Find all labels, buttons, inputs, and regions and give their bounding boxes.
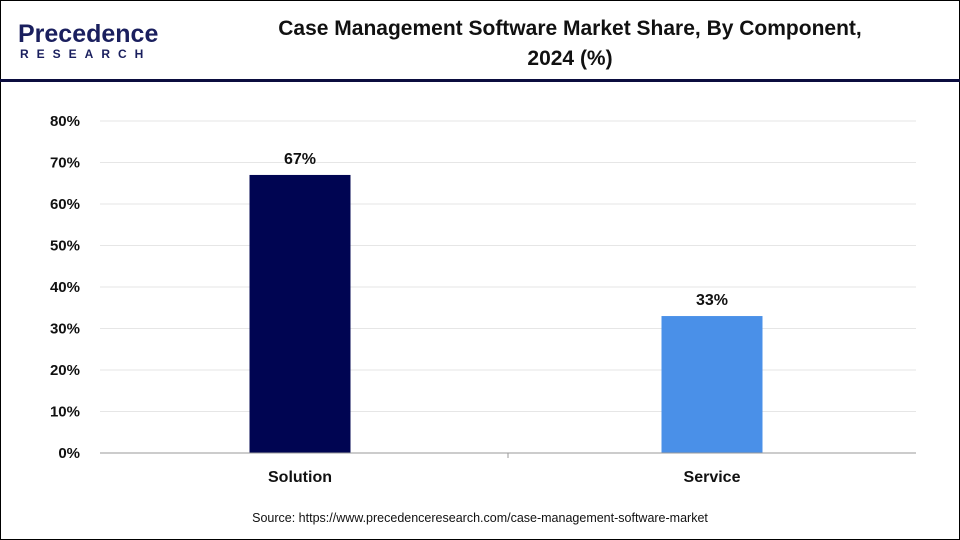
logo-text-bottom: RESEARCH [20,47,151,61]
y-tick-label: 0% [58,445,80,462]
y-tick-label: 70% [50,155,80,172]
y-tick-label: 80% [50,113,80,130]
data-label: 33% [696,292,728,309]
bar-solution [249,174,351,453]
title-line-1: Case Management Software Market Share, B… [278,17,862,40]
title-line-2: 2024 (%) [527,47,613,70]
data-label: 67% [284,151,316,168]
x-category-label: Solution [268,469,332,486]
y-tick-label: 40% [50,279,80,296]
logo-text-top: Precedence [18,20,158,48]
y-tick-label: 20% [50,362,80,379]
y-tick-label: 30% [50,321,80,338]
y-tick-label: 10% [50,404,80,421]
chart-title: Case Management Software Market Share, B… [200,14,940,74]
bar-service [661,316,763,453]
x-category-label: Service [684,469,741,486]
y-tick-label: 50% [50,238,80,255]
y-tick-label: 60% [50,196,80,213]
source-note: Source: https://www.precedenceresearch.c… [252,511,708,525]
y-axis-ticks: 0% 10% 20% 30% 40% 50% 60% 70% 80% [50,113,80,462]
precedence-research-logo: Precedence RESEARCH [18,20,158,61]
header-divider [0,79,960,82]
bars: 67% Solution 33% Service [249,151,763,486]
gridlines [100,120,916,412]
